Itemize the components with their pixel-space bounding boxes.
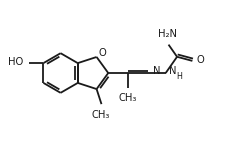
Text: H₂N: H₂N: [158, 29, 177, 39]
Text: N: N: [154, 66, 161, 76]
Text: N: N: [169, 66, 177, 76]
Text: O: O: [197, 55, 204, 65]
Text: HO: HO: [8, 57, 24, 67]
Text: CH₃: CH₃: [119, 93, 137, 103]
Text: CH₃: CH₃: [91, 110, 110, 120]
Text: H: H: [176, 72, 182, 81]
Text: O: O: [98, 48, 106, 58]
